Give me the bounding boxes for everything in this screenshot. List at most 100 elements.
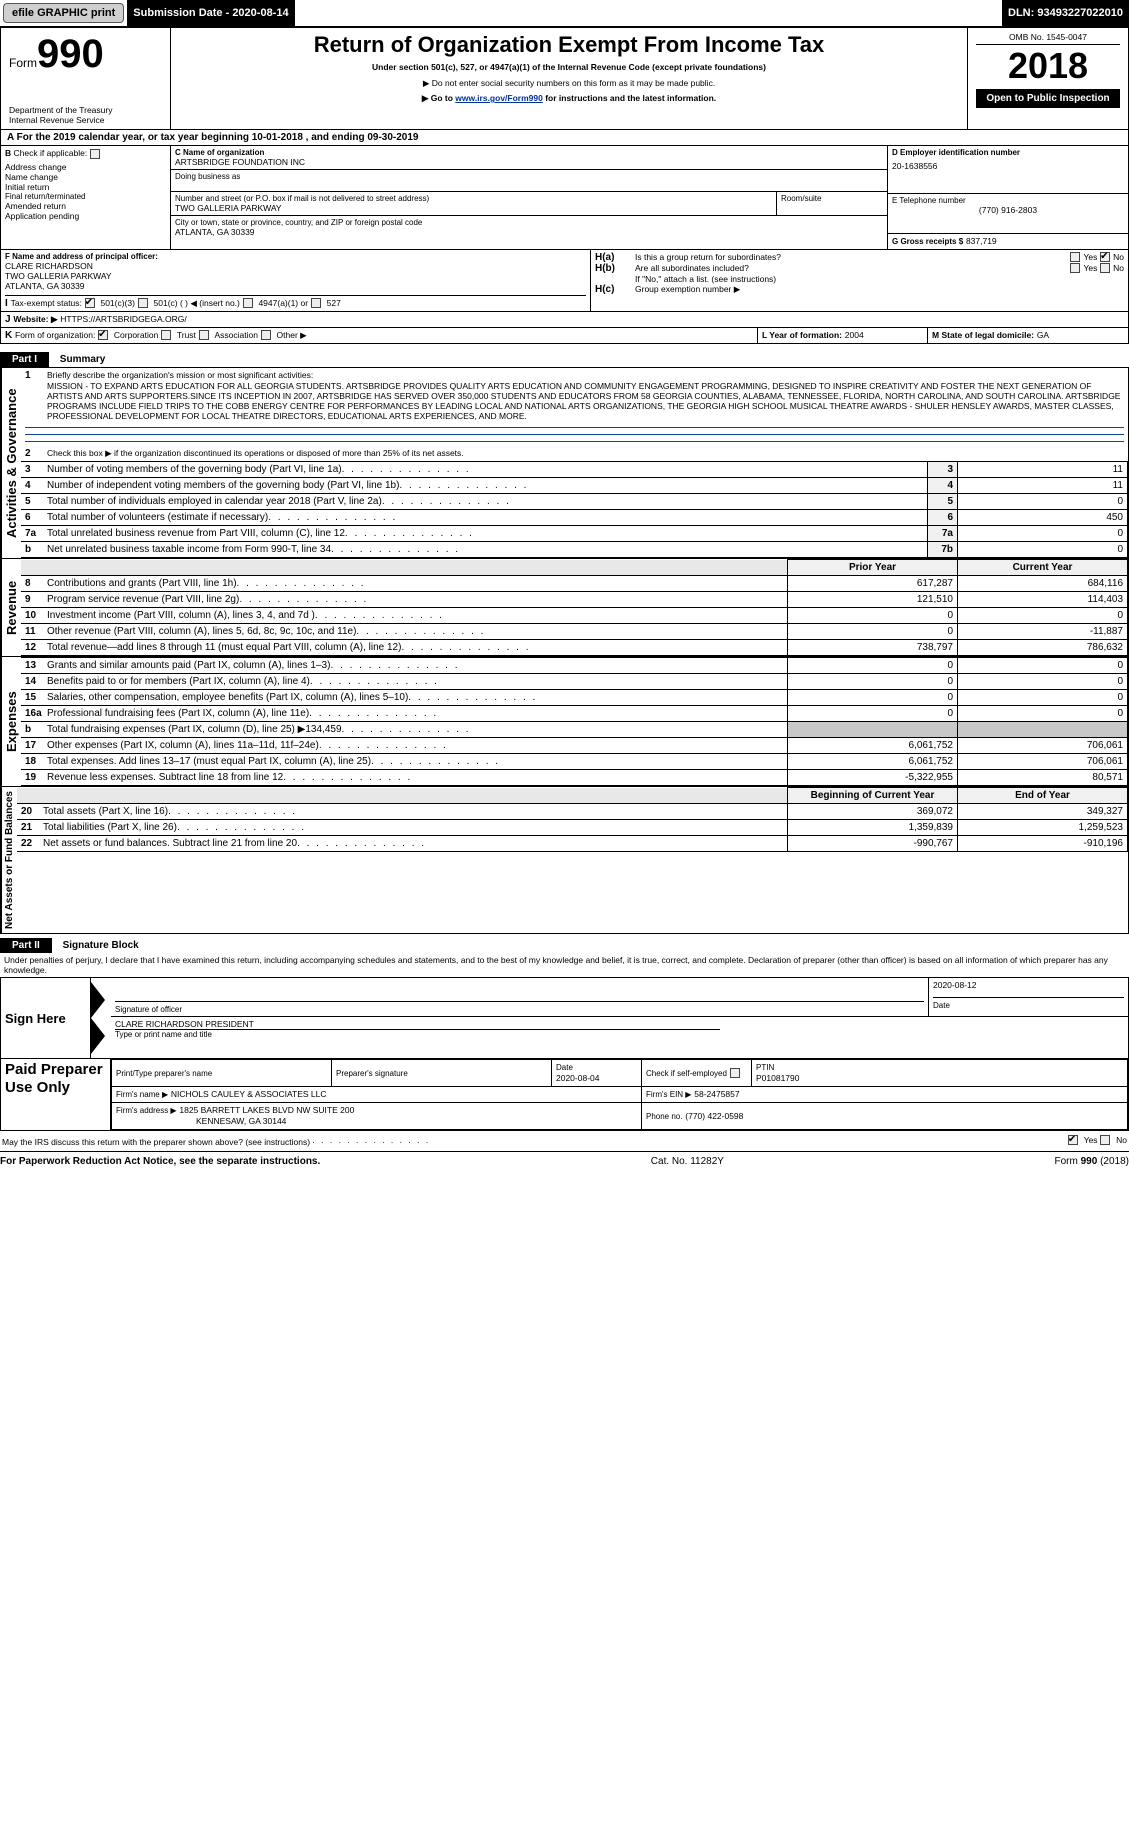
f-label: F Name and address of principal officer: xyxy=(5,252,586,261)
b-pending: Application pending xyxy=(5,211,166,221)
table-revenue: Prior YearCurrent Year8Contributions and… xyxy=(21,559,1128,656)
firm-address-2: KENNESAW, GA 30144 xyxy=(116,1116,286,1126)
cb-trust[interactable] xyxy=(161,330,171,340)
b-initial: Initial return xyxy=(5,182,166,192)
e-label: E Telephone number xyxy=(892,196,1124,205)
b-addr-change: Address change xyxy=(5,162,166,172)
ssn-note: ▶ Do not enter social security numbers o… xyxy=(179,78,959,89)
footer-left: For Paperwork Reduction Act Notice, see … xyxy=(0,1156,320,1167)
checkbox-applicable[interactable] xyxy=(90,149,100,159)
part2-band: Part II xyxy=(0,938,52,953)
efile-print-button[interactable]: efile GRAPHIC print xyxy=(3,3,124,23)
org-name: ARTSBRIDGE FOUNDATION INC xyxy=(175,157,883,167)
cb-self-employed[interactable] xyxy=(730,1068,740,1078)
pointer-icon xyxy=(91,1018,105,1054)
street-address: TWO GALLERIA PARKWAY xyxy=(175,203,772,213)
table-expenses: 13Grants and similar amounts paid (Part … xyxy=(21,657,1128,786)
submission-date: Submission Date - 2020-08-14 xyxy=(127,0,294,26)
pointer-icon xyxy=(91,982,105,1018)
cb-corp[interactable] xyxy=(98,330,108,340)
state-domicile: GA xyxy=(1037,330,1049,340)
form-990-label: Form990 xyxy=(9,32,162,77)
dba-label: Doing business as xyxy=(175,172,883,181)
footer-mid: Cat. No. 11282Y xyxy=(651,1156,724,1167)
hb-label: H(b) xyxy=(595,263,635,274)
firm-ein: 58-2475857 xyxy=(694,1089,739,1099)
cb-501c[interactable] xyxy=(138,298,148,308)
perjury-declaration: Under penalties of perjury, I declare th… xyxy=(0,953,1129,977)
hc-text: Group exemption number ▶ xyxy=(635,284,740,295)
firm-phone: (770) 422-0598 xyxy=(685,1111,743,1121)
hb-no[interactable] xyxy=(1100,263,1110,273)
b-amended: Amended return xyxy=(5,201,166,211)
preparer-date: 2020-08-04 xyxy=(556,1073,599,1083)
form-subtitle: Under section 501(c), 527, or 4947(a)(1)… xyxy=(179,62,959,72)
cb-assoc[interactable] xyxy=(199,330,209,340)
firm-address-1: 1825 BARRETT LAKES BLVD NW SUITE 200 xyxy=(179,1105,354,1115)
b-name-change: Name change xyxy=(5,172,166,182)
officer-name: CLARE RICHARDSON xyxy=(5,261,586,271)
irs-link[interactable]: www.irs.gov/Form990 xyxy=(455,93,543,103)
city-state-zip: ATLANTA, GA 30339 xyxy=(175,227,883,237)
ha-yes[interactable] xyxy=(1070,252,1080,262)
date-label: Date xyxy=(933,1001,1124,1010)
paid-preparer-label: Paid Preparer Use Only xyxy=(1,1059,111,1130)
dln: DLN: 93493227022010 xyxy=(1002,0,1129,26)
website[interactable]: HTTPS://ARTSBRIDGEGA.ORG/ xyxy=(60,314,186,324)
open-to-public: Open to Public Inspection xyxy=(976,89,1120,108)
sig-officer-label: Signature of officer xyxy=(115,1005,924,1014)
sig-date: 2020-08-12 xyxy=(933,980,1124,990)
ha-text: Is this a group return for subordinates? xyxy=(635,252,1070,263)
hc-label: H(c) xyxy=(595,284,635,295)
part1-title: Summary xyxy=(52,354,106,365)
line-a: A For the 2019 calendar year, or tax yea… xyxy=(0,130,1129,146)
g-label: G Gross receipts $ xyxy=(892,237,963,246)
vlabel-expenses: Expenses xyxy=(1,657,21,786)
mission-text: MISSION - TO EXPAND ARTS EDUCATION FOR A… xyxy=(25,381,1124,421)
tax-year: 2018 xyxy=(976,45,1120,87)
ptin: P01081790 xyxy=(756,1073,800,1083)
ha-label: H(a) xyxy=(595,252,635,263)
form-title: Return of Organization Exempt From Incom… xyxy=(179,32,959,58)
cb-527[interactable] xyxy=(311,298,321,308)
city-label: City or town, state or province, country… xyxy=(175,218,883,227)
vlabel-ag: Activities & Governance xyxy=(1,368,21,558)
sign-here-label: Sign Here xyxy=(1,978,91,1058)
officer-addr1: TWO GALLERIA PARKWAY xyxy=(5,271,586,281)
b-final: Final return/terminated xyxy=(5,192,166,201)
cb-501c3[interactable] xyxy=(85,298,95,308)
addr-label: Number and street (or P.O. box if mail i… xyxy=(175,194,772,203)
telephone: (770) 916-2803 xyxy=(892,205,1124,215)
footer-right: Form 990 (2018) xyxy=(1055,1156,1129,1167)
ha-no[interactable] xyxy=(1100,252,1110,262)
table-net-assets: Beginning of Current YearEnd of Year20To… xyxy=(17,787,1128,852)
d-label: D Employer identification number xyxy=(892,148,1124,157)
dept-irs: Internal Revenue Service xyxy=(9,115,162,125)
cb-other[interactable] xyxy=(261,330,271,340)
box-b: B Check if applicable: Address change Na… xyxy=(1,146,171,249)
hb-text: Are all subordinates included? xyxy=(635,263,1070,274)
vlabel-revenue: Revenue xyxy=(1,559,21,656)
type-name-label: Type or print name and title xyxy=(115,1030,1124,1039)
table-activities-governance: 3Number of voting members of the governi… xyxy=(21,461,1128,558)
firm-name: NICHOLS CAULEY & ASSOCIATES LLC xyxy=(171,1089,327,1099)
year-formation: 2004 xyxy=(845,330,864,340)
hb-note: If "No," attach a list. (see instruction… xyxy=(595,274,1124,284)
dept-treasury: Department of the Treasury xyxy=(9,105,162,115)
part1-band: Part I xyxy=(0,352,49,367)
topbar: efile GRAPHIC print Submission Date - 20… xyxy=(0,0,1129,27)
vlabel-net-assets: Net Assets or Fund Balances xyxy=(1,787,17,933)
discuss-no[interactable] xyxy=(1100,1135,1110,1145)
gross-receipts: 837,719 xyxy=(966,236,997,246)
discuss-question: May the IRS discuss this return with the… xyxy=(2,1135,1068,1147)
officer-printed-name: CLARE RICHARDSON PRESIDENT xyxy=(115,1019,720,1030)
officer-addr2: ATLANTA, GA 30339 xyxy=(5,281,586,291)
ein: 20-1638556 xyxy=(892,161,1124,171)
omb-number: OMB No. 1545-0047 xyxy=(976,32,1120,45)
cb-4947[interactable] xyxy=(243,298,253,308)
form-header: Form990 Department of the Treasury Inter… xyxy=(0,27,1129,130)
instructions-note: ▶ Go to www.irs.gov/Form990 for instruct… xyxy=(179,93,959,104)
c-label: C Name of organization xyxy=(175,148,883,157)
hb-yes[interactable] xyxy=(1070,263,1080,273)
discuss-yes[interactable] xyxy=(1068,1135,1078,1145)
